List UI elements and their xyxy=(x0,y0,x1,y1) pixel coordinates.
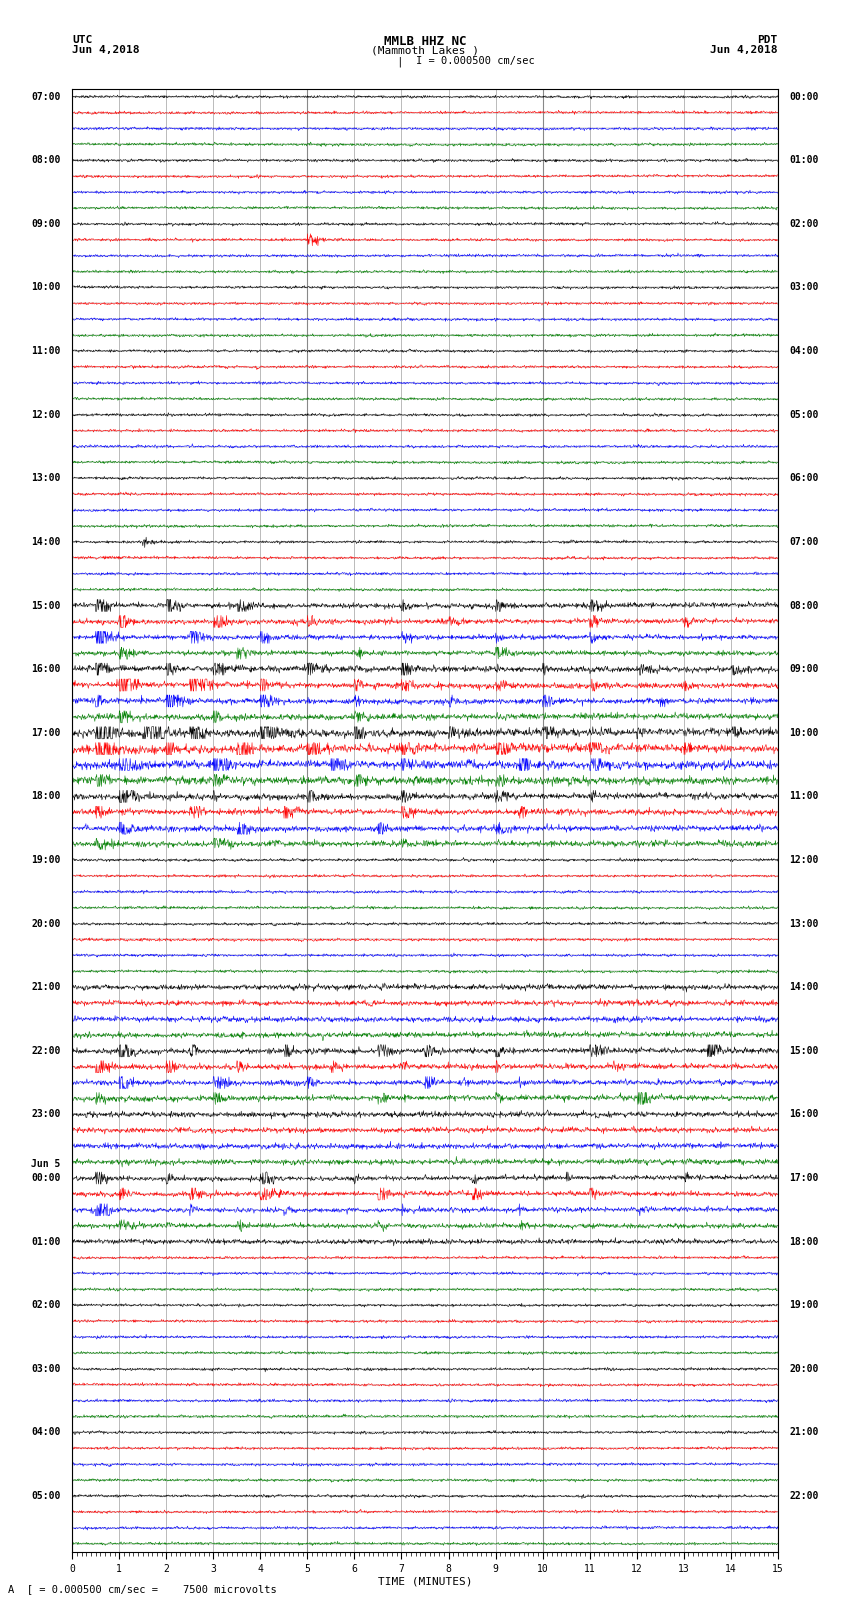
Text: 21:00: 21:00 xyxy=(790,1428,819,1437)
Text: 16:00: 16:00 xyxy=(790,1110,819,1119)
Text: 15:00: 15:00 xyxy=(31,600,60,611)
Text: 06:00: 06:00 xyxy=(790,473,819,484)
Text: 01:00: 01:00 xyxy=(790,155,819,165)
Text: 13:00: 13:00 xyxy=(31,473,60,484)
Text: 09:00: 09:00 xyxy=(31,219,60,229)
Text: 04:00: 04:00 xyxy=(31,1428,60,1437)
Text: 07:00: 07:00 xyxy=(31,92,60,102)
Text: 17:00: 17:00 xyxy=(31,727,60,737)
Text: 23:00: 23:00 xyxy=(31,1110,60,1119)
Text: 21:00: 21:00 xyxy=(31,982,60,992)
Text: Jun 5: Jun 5 xyxy=(31,1160,60,1169)
Text: 18:00: 18:00 xyxy=(31,792,60,802)
Text: Jun 4,2018: Jun 4,2018 xyxy=(72,45,139,55)
Text: 11:00: 11:00 xyxy=(31,347,60,356)
Text: UTC: UTC xyxy=(72,35,93,45)
Text: 12:00: 12:00 xyxy=(31,410,60,419)
Text: 17:00: 17:00 xyxy=(790,1173,819,1182)
Text: |: | xyxy=(396,56,403,68)
Text: 14:00: 14:00 xyxy=(31,537,60,547)
Text: 09:00: 09:00 xyxy=(790,665,819,674)
Text: 00:00: 00:00 xyxy=(790,92,819,102)
Text: 05:00: 05:00 xyxy=(31,1490,60,1502)
Text: 12:00: 12:00 xyxy=(790,855,819,865)
Text: 19:00: 19:00 xyxy=(31,855,60,865)
Text: 00:00: 00:00 xyxy=(31,1173,60,1182)
Text: 13:00: 13:00 xyxy=(790,918,819,929)
Text: 02:00: 02:00 xyxy=(790,219,819,229)
X-axis label: TIME (MINUTES): TIME (MINUTES) xyxy=(377,1576,473,1586)
Text: 19:00: 19:00 xyxy=(790,1300,819,1310)
Text: Jun 4,2018: Jun 4,2018 xyxy=(711,45,778,55)
Text: 18:00: 18:00 xyxy=(790,1237,819,1247)
Text: 16:00: 16:00 xyxy=(31,665,60,674)
Text: 10:00: 10:00 xyxy=(31,282,60,292)
Text: 04:00: 04:00 xyxy=(790,347,819,356)
Text: A  [ = 0.000500 cm/sec =    7500 microvolts: A [ = 0.000500 cm/sec = 7500 microvolts xyxy=(8,1584,277,1594)
Text: 11:00: 11:00 xyxy=(790,792,819,802)
Text: 03:00: 03:00 xyxy=(31,1365,60,1374)
Text: 20:00: 20:00 xyxy=(790,1365,819,1374)
Text: MMLB HHZ NC: MMLB HHZ NC xyxy=(383,35,467,48)
Text: 07:00: 07:00 xyxy=(790,537,819,547)
Text: 01:00: 01:00 xyxy=(31,1237,60,1247)
Text: 05:00: 05:00 xyxy=(790,410,819,419)
Text: PDT: PDT xyxy=(757,35,778,45)
Text: 02:00: 02:00 xyxy=(31,1300,60,1310)
Text: 22:00: 22:00 xyxy=(790,1490,819,1502)
Text: 15:00: 15:00 xyxy=(790,1045,819,1057)
Text: 08:00: 08:00 xyxy=(31,155,60,165)
Text: 08:00: 08:00 xyxy=(790,600,819,611)
Text: 20:00: 20:00 xyxy=(31,918,60,929)
Text: 10:00: 10:00 xyxy=(790,727,819,737)
Text: 03:00: 03:00 xyxy=(790,282,819,292)
Text: 14:00: 14:00 xyxy=(790,982,819,992)
Text: (Mammoth Lakes ): (Mammoth Lakes ) xyxy=(371,45,479,55)
Text: I = 0.000500 cm/sec: I = 0.000500 cm/sec xyxy=(416,56,536,66)
Text: 22:00: 22:00 xyxy=(31,1045,60,1057)
